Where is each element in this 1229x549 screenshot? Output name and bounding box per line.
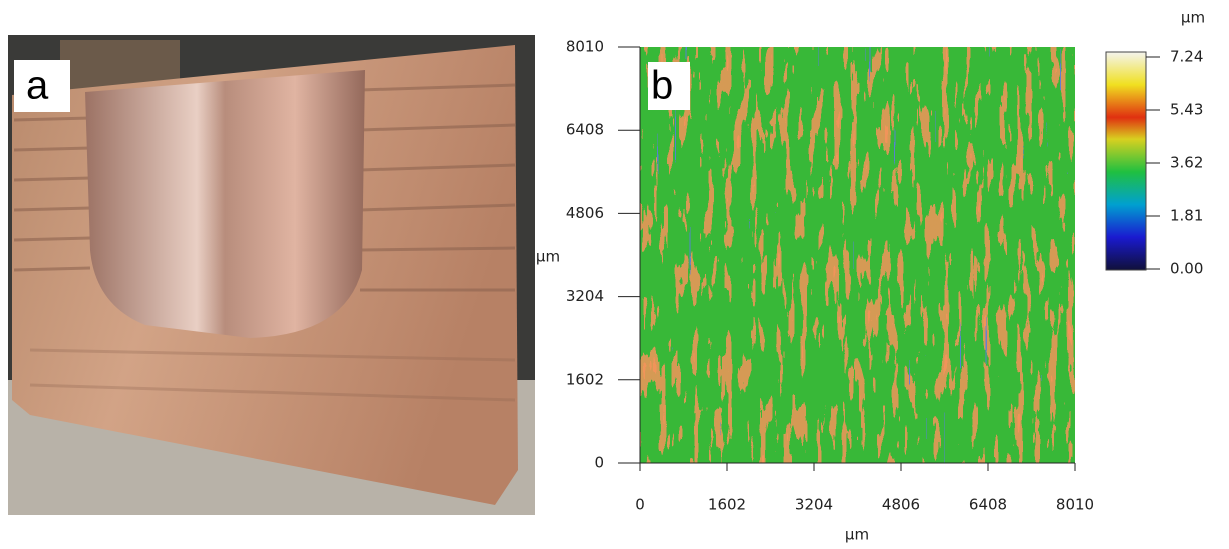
colorbar-tick-label: 7.24	[1170, 48, 1203, 66]
y-tick-label: 3204	[566, 287, 604, 305]
x-tick-label: 3204	[795, 496, 833, 514]
panel-label: a	[26, 64, 49, 108]
photo: a	[8, 35, 535, 515]
colorbar	[1105, 51, 1147, 271]
colorbar-unit: µm	[1181, 9, 1205, 27]
colorbar-tick-label: 1.81	[1170, 207, 1203, 225]
y-tick-label: 6408	[566, 121, 604, 139]
panel-label: b	[651, 64, 673, 108]
colorbar-tick-label: 3.62	[1170, 154, 1203, 172]
y-tick-label: 0	[594, 454, 604, 472]
x-axis-label: µm	[845, 526, 869, 544]
heatmap: b	[640, 47, 1075, 463]
x-tick-label: 4806	[882, 496, 920, 514]
x-tick-label: 1602	[708, 496, 746, 514]
y-tick-label: 4806	[566, 204, 604, 222]
y-tick-label: 1602	[566, 370, 604, 388]
y-axis-label: µm	[536, 248, 560, 266]
colorbar-tick-label: 0.00	[1170, 260, 1203, 278]
x-tick-label: 8010	[1056, 496, 1094, 514]
x-tick-label: 6408	[969, 496, 1007, 514]
colorbar-tick-label: 5.43	[1170, 101, 1203, 119]
x-tick-label: 0	[635, 496, 645, 514]
y-tick-label: 8010	[566, 38, 604, 56]
